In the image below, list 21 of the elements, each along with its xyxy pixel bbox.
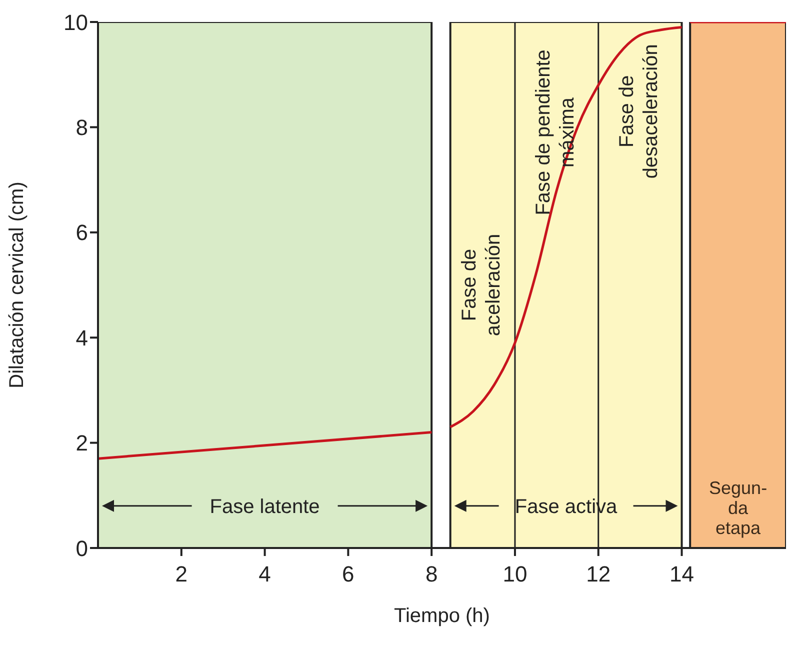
y-tick-label: 10 [64, 10, 88, 35]
x-tick-label: 6 [342, 562, 354, 587]
x-tick-label: 4 [258, 562, 271, 587]
y-tick-label: 2 [76, 430, 88, 456]
y-axis-title: Dilatación cervical (cm) [6, 182, 28, 388]
x-tick-label: 2 [175, 562, 188, 587]
line-series [449, 26, 684, 428]
x-tick-label: 14 [670, 562, 694, 587]
annotation: Fase de desaceleración [616, 44, 662, 179]
y-tick-label: 4 [76, 325, 88, 350]
y-tick-label: 8 [76, 115, 88, 140]
band-label: Fase latente [210, 496, 320, 518]
x-tick-label: 8 [425, 562, 438, 587]
x-tick-label: 10 [502, 562, 528, 587]
annotation: Fase de pendiente máxima [532, 50, 579, 216]
y-tick-label: 0 [76, 536, 88, 561]
x-axis-title: Tiempo (h) [394, 605, 490, 627]
band-label: Segun- da etapa [709, 478, 768, 538]
annotation: Fase de aceleración [458, 234, 505, 336]
x-tick-label: 12 [586, 562, 611, 587]
y-tick-label: 6 [76, 220, 88, 246]
